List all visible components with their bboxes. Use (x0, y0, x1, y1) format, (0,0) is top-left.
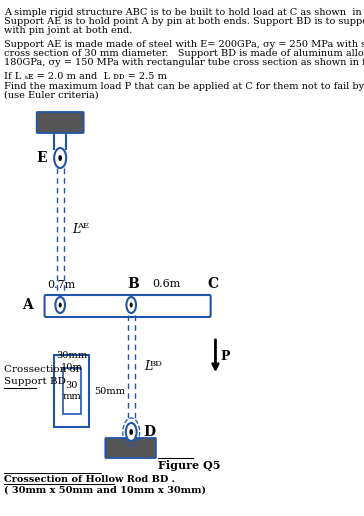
Text: C: C (207, 277, 219, 291)
Circle shape (54, 148, 66, 168)
Text: 30mm: 30mm (56, 351, 87, 360)
FancyBboxPatch shape (37, 112, 84, 133)
FancyBboxPatch shape (105, 438, 156, 458)
FancyBboxPatch shape (44, 295, 211, 317)
Text: 0.6m: 0.6m (152, 279, 180, 289)
Text: L: L (72, 223, 80, 236)
Text: BD: BD (149, 360, 162, 367)
Text: AE: AE (77, 222, 89, 231)
Text: D: D (143, 425, 155, 439)
Text: Find the maximum load P that can be applied at C for them not to fail by bucklin: Find the maximum load P that can be appl… (4, 82, 364, 91)
Circle shape (55, 297, 65, 313)
Text: Crossection of: Crossection of (4, 365, 79, 374)
Circle shape (130, 302, 133, 308)
Text: 0.7m: 0.7m (47, 280, 75, 290)
Text: cross section of 30 mm diameter.   Support BD is made of aluminum alloy with  E=: cross section of 30 mm diameter. Support… (4, 49, 364, 58)
Bar (63, 368, 81, 414)
Text: E: E (36, 151, 47, 165)
Text: Support BD: Support BD (4, 377, 66, 386)
Text: Support AE is to hold point A by pin at both ends. Support BD is to support poin: Support AE is to hold point A by pin at … (4, 17, 364, 26)
Text: Support AE is made made of steel with E= 200GPa, σy = 250 MPa with solid circula: Support AE is made made of steel with E=… (4, 40, 364, 49)
Text: If L ₐᴇ = 2.0 m and  L ᴅᴅ = 2.5 m: If L ₐᴇ = 2.0 m and L ᴅᴅ = 2.5 m (4, 72, 166, 81)
Text: L: L (145, 360, 153, 373)
Circle shape (126, 423, 136, 441)
Text: Figure Q5: Figure Q5 (158, 460, 220, 471)
Text: 10m: 10m (61, 363, 83, 372)
Text: (use Euler criteria): (use Euler criteria) (4, 91, 98, 100)
Circle shape (58, 155, 62, 161)
Text: 180GPa, σy = 150 MPa with rectangular tube cross section as shown in figure.: 180GPa, σy = 150 MPa with rectangular tu… (4, 58, 364, 67)
Text: Crossection of Hollow Rod BD .: Crossection of Hollow Rod BD . (4, 475, 175, 484)
Text: A: A (22, 298, 32, 312)
Circle shape (126, 297, 136, 313)
Text: B: B (128, 277, 139, 291)
Text: 50mm: 50mm (94, 386, 125, 395)
Circle shape (129, 429, 133, 435)
Text: P: P (220, 350, 230, 363)
Bar (54, 355, 89, 427)
Text: ( 30mm x 50mm and 10mm x 30mm): ( 30mm x 50mm and 10mm x 30mm) (4, 486, 206, 495)
Text: 30
mm: 30 mm (62, 381, 81, 401)
Text: with pin joint at both end.: with pin joint at both end. (4, 26, 132, 35)
Text: A simple rigid structure ABC is to be built to hold load at C as shown  in Figur: A simple rigid structure ABC is to be bu… (4, 8, 364, 17)
Circle shape (59, 302, 62, 308)
